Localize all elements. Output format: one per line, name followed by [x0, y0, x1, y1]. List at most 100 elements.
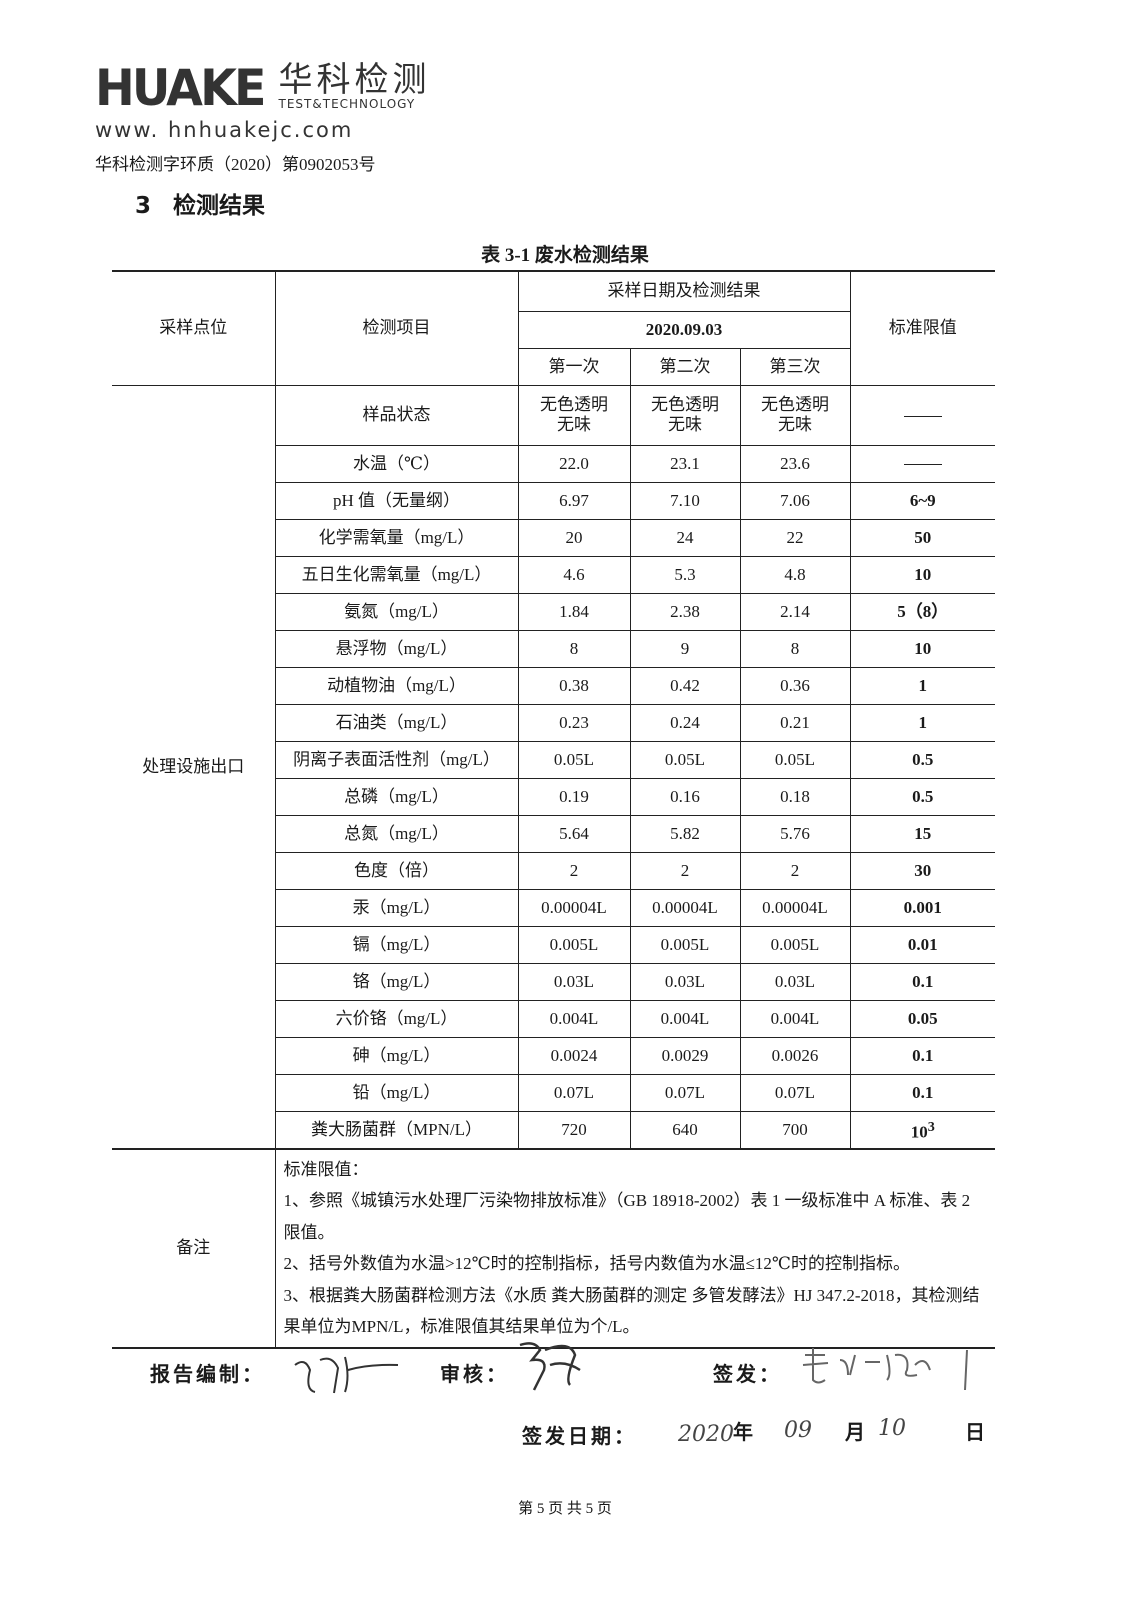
limit-dash	[903, 415, 942, 417]
table-row: 处理设施出口 样品状态 无色透明 无味 无色透明 无味 无色透明 无味	[112, 384, 995, 1149]
standard-limit: 0.1	[849, 962, 995, 1001]
test-item: 动植物油（mg/L）	[275, 666, 519, 705]
result-run-2: 无色透明 无味	[629, 384, 741, 446]
standard-limit: 0.5	[849, 777, 995, 816]
standard-limit: 1	[849, 666, 995, 705]
test-item: 阴离子表面活性剂（mg/L）	[275, 740, 519, 779]
standard-limit: 30	[849, 851, 995, 890]
result-run-3: 0.05L	[739, 740, 851, 779]
table-row: 总磷（mg/L） 0.19 0.16 0.18 0.5	[112, 777, 995, 816]
section-heading: 3 检测结果	[135, 186, 287, 220]
test-item: 悬浮物（mg/L）	[275, 629, 519, 668]
note-line: 标准限值：	[283, 1159, 369, 1179]
test-item: 六价铬（mg/L）	[275, 999, 519, 1038]
test-item: 汞（mg/L）	[275, 888, 519, 927]
result-run-1: 0.07L	[517, 1073, 631, 1112]
result-run-2: 0.0029	[629, 1036, 741, 1075]
date-label: 签发日期：	[522, 1424, 637, 1448]
result-run-3: 0.03L	[739, 962, 851, 1001]
standard-limit: 5（8）	[849, 592, 995, 631]
result-run-1: 6.97	[517, 481, 631, 520]
table-row: 氨氮（mg/L） 1.84 2.38 2.14 5（8）	[112, 592, 995, 631]
test-item: 铬（mg/L）	[275, 962, 519, 1001]
limit-base: 10	[910, 1122, 928, 1142]
result-run-3: 0.36	[739, 666, 851, 705]
test-item: pH 值（无量纲）	[275, 481, 519, 520]
standard-limit: 1	[849, 703, 995, 742]
result-run-2: 0.00004L	[629, 888, 741, 927]
result-run-2: 24	[629, 518, 741, 557]
test-item: 石油类（mg/L）	[275, 703, 519, 742]
result-run-2: 0.42	[629, 666, 741, 705]
note-line: 3、根据粪大肠菌群检测方法《水质 粪大肠菌群的测定 多管发酵法》HJ 347.2…	[283, 1285, 980, 1337]
standard-limit: 0.01	[849, 925, 995, 964]
table-caption: 表 3-1 废水检测结果	[481, 245, 649, 266]
header-limit: 标准限值	[849, 270, 995, 386]
limit-dash	[903, 464, 942, 466]
result-run-2: 0.03L	[629, 962, 741, 1001]
result-run-2: 23.1	[629, 444, 741, 483]
test-item: 样品状态	[274, 384, 519, 446]
result-run-3: 8	[739, 629, 851, 668]
result-run-3: 5.76	[739, 814, 851, 853]
company-url: www. hnhuakejc.com	[95, 118, 354, 142]
logo-english-name: TEST&TECHNOLOGY	[278, 97, 416, 111]
result-run-1: 22.0	[517, 444, 631, 483]
company-logo: HUAKE 华科检测 TEST&TECHNOLOGY	[95, 59, 431, 117]
standard-limit: 0.1	[849, 1036, 995, 1075]
table-row: 阴离子表面活性剂（mg/L） 0.05L 0.05L 0.05L 0.5	[112, 740, 995, 779]
document-number: 华科检测字环质（2020）第0902053号	[95, 155, 376, 174]
month-unit: 月	[845, 1420, 868, 1444]
logo-mark: HUAKE	[95, 59, 266, 117]
result-run-1: 0.23	[517, 703, 631, 742]
limit-exponent: 3	[927, 1118, 935, 1135]
result-run-2: 2	[629, 851, 741, 890]
date-day: 10	[878, 1416, 906, 1441]
notes-label: 备注	[112, 1147, 276, 1348]
result-run-3: 无色透明 无味	[739, 384, 851, 446]
test-item: 铅（mg/L）	[275, 1073, 519, 1112]
issue-date: 签发日期：	[522, 1420, 637, 1449]
test-item: 水温（℃）	[275, 444, 519, 483]
test-item: 总磷（mg/L）	[275, 777, 519, 816]
result-run-1: 0.05L	[517, 740, 631, 779]
header-group: 采样日期及检测结果	[517, 270, 851, 312]
result-run-3: 700	[739, 1110, 851, 1149]
result-run-2: 2.38	[629, 592, 741, 631]
reviewed-by: 审核：	[440, 1358, 509, 1387]
table-row: 铬（mg/L） 0.03L 0.03L 0.03L 0.1	[112, 962, 995, 1001]
result-run-1: 0.005L	[517, 925, 631, 964]
day-unit: 日	[965, 1420, 988, 1444]
result-run-1: 0.03L	[517, 962, 631, 1001]
section-number: 3	[135, 193, 152, 219]
result-run-3: 0.005L	[739, 925, 851, 964]
result-run-3: 0.07L	[739, 1073, 851, 1112]
standard-limit: 0.001	[849, 888, 995, 927]
result-run-1: 0.004L	[517, 999, 631, 1038]
result-run-1: 0.19	[517, 777, 631, 816]
note-line: 2、括号外数值为水温>12℃时的控制指标，括号内数值为水温≤12℃时的控制指标。	[283, 1254, 910, 1273]
standard-limit: 0.5	[849, 740, 995, 779]
compiler-signature	[294, 1356, 399, 1394]
result-run-3: 7.06	[739, 481, 851, 520]
header-item: 检测项目	[274, 270, 519, 386]
standard-limit: 15	[849, 814, 995, 853]
date-month: 09	[784, 1418, 812, 1443]
header-run-2: 第二次	[629, 347, 741, 386]
result-run-1: 0.00004L	[517, 888, 631, 927]
sampling-site: 处理设施出口	[112, 384, 276, 1149]
result-run-3: 0.004L	[739, 999, 851, 1038]
result-run-2: 5.82	[629, 814, 741, 853]
standard-limit	[849, 384, 995, 446]
issuer-signature	[802, 1348, 968, 1390]
standard-limit: 6~9	[849, 481, 995, 520]
result-run-3: 0.0026	[739, 1036, 851, 1075]
result-run-1: 5.64	[517, 814, 631, 853]
header-run-1: 第一次	[518, 347, 631, 386]
notes: 标准限值： 1、参照《城镇污水处理厂污染物排放标准》（GB 18918-2002）…	[274, 1147, 995, 1348]
header-run-3: 第三次	[739, 347, 850, 386]
table-row: 悬浮物（mg/L） 8 9 8 10	[112, 629, 995, 668]
result-run-3: 2.14	[739, 592, 851, 631]
result-run-3: 23.6	[739, 444, 851, 483]
table-row: 动植物油（mg/L） 0.38 0.42 0.36 1	[112, 666, 995, 705]
